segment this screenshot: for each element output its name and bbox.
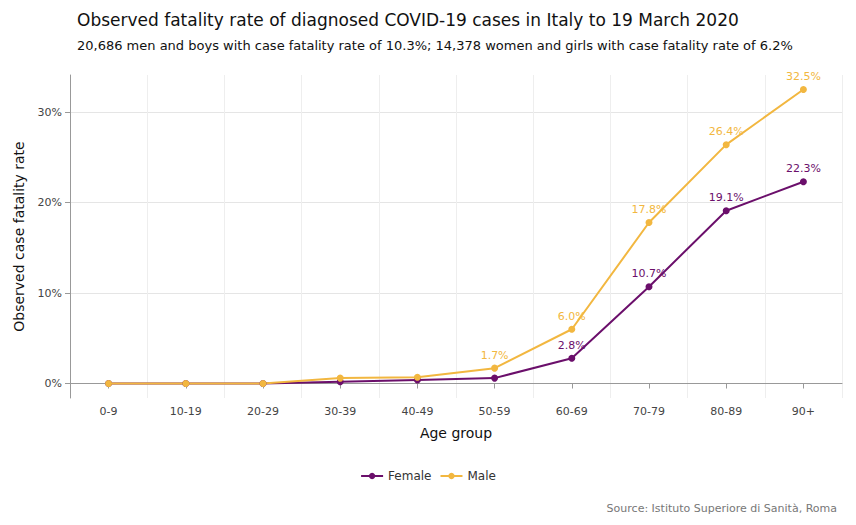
svg-text:30-39: 30-39	[324, 405, 356, 418]
svg-text:0-9: 0-9	[100, 405, 118, 418]
svg-text:20%: 20%	[38, 196, 62, 209]
svg-text:80-89: 80-89	[710, 405, 742, 418]
svg-text:Male: Male	[467, 469, 495, 483]
svg-text:10.7%: 10.7%	[632, 267, 667, 280]
svg-text:0%: 0%	[45, 377, 62, 390]
svg-text:32.5%: 32.5%	[786, 70, 821, 83]
svg-text:1.7%: 1.7%	[481, 349, 509, 362]
svg-text:19.1%: 19.1%	[709, 191, 744, 204]
svg-text:17.8%: 17.8%	[632, 203, 667, 216]
svg-text:30%: 30%	[38, 106, 62, 119]
svg-text:26.4%: 26.4%	[709, 125, 744, 138]
svg-text:20,686 men and boys with case: 20,686 men and boys with case fatality r…	[77, 38, 793, 53]
svg-text:70-79: 70-79	[633, 405, 665, 418]
svg-text:90+: 90+	[792, 405, 815, 418]
svg-text:Source: Istituto Superiore di: Source: Istituto Superiore di Sanità, Ro…	[607, 502, 837, 515]
svg-text:10%: 10%	[38, 287, 62, 300]
svg-text:60-69: 60-69	[556, 405, 588, 418]
svg-text:Observed fatality rate of diag: Observed fatality rate of diagnosed COVI…	[77, 10, 739, 30]
svg-text:10-19: 10-19	[170, 405, 202, 418]
svg-text:40-49: 40-49	[401, 405, 433, 418]
svg-text:2.8%: 2.8%	[558, 339, 586, 352]
svg-text:Female: Female	[388, 469, 431, 483]
svg-text:6.0%: 6.0%	[558, 310, 586, 323]
svg-text:Age group: Age group	[420, 425, 492, 441]
svg-text:22.3%: 22.3%	[786, 162, 821, 175]
svg-text:50-59: 50-59	[479, 405, 511, 418]
svg-text:Observed case fatality rate: Observed case fatality rate	[11, 141, 27, 331]
svg-text:20-29: 20-29	[247, 405, 279, 418]
